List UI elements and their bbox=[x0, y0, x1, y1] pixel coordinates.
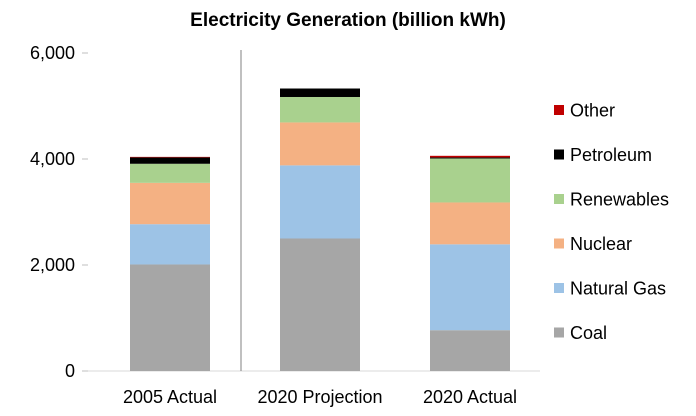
axis-layer: 0 2,000 4,000 6,000 2005 Actual 2020 Projecti… bbox=[30, 43, 540, 407]
legend-item: Other bbox=[554, 101, 615, 121]
bar-segment bbox=[130, 264, 210, 371]
bar-segment bbox=[130, 163, 210, 183]
bar-segment bbox=[130, 157, 210, 164]
y-tick-label: 0 bbox=[65, 361, 75, 381]
bar-segment bbox=[280, 238, 360, 371]
legend-label: Coal bbox=[570, 323, 607, 343]
legend-label: Petroleum bbox=[570, 145, 652, 165]
bar-segment bbox=[130, 224, 210, 265]
bar-segment bbox=[280, 165, 360, 239]
legend-item: Renewables bbox=[554, 190, 669, 210]
bar-segment bbox=[280, 96, 360, 123]
legend-label: Other bbox=[570, 101, 615, 121]
bar-segment bbox=[430, 202, 510, 245]
bar-segment bbox=[280, 88, 360, 97]
x-tick-label: 2020 Actual bbox=[423, 387, 517, 407]
legend-swatch bbox=[554, 283, 564, 293]
x-tick-label: 2005 Actual bbox=[123, 387, 217, 407]
legend-swatch bbox=[554, 238, 564, 249]
bar-stack bbox=[280, 88, 360, 371]
legend-item: Coal bbox=[554, 323, 607, 343]
legend-label: Natural Gas bbox=[570, 279, 666, 299]
bar-segment bbox=[430, 155, 510, 158]
legend-swatch bbox=[554, 149, 564, 160]
bar-stack bbox=[430, 155, 510, 371]
bar-segment bbox=[280, 122, 360, 166]
legend-item: Petroleum bbox=[554, 145, 652, 165]
y-tick-label: 2,000 bbox=[30, 255, 75, 275]
y-tick-label: 6,000 bbox=[30, 43, 75, 63]
legend-item: Natural Gas bbox=[554, 279, 666, 299]
chart-title: Electricity Generation (billion kWh) bbox=[190, 10, 506, 31]
x-tick-label: 2020 Projection bbox=[257, 387, 382, 407]
legend-swatch bbox=[554, 105, 564, 115]
bar-stack bbox=[130, 156, 210, 371]
legend: Other Petroleum Renewables Nuclear Natural G… bbox=[554, 101, 669, 343]
bar-segment bbox=[130, 156, 210, 158]
bar-segment bbox=[130, 182, 210, 225]
bar-segment bbox=[430, 157, 510, 159]
bar-segment bbox=[430, 158, 510, 203]
legend-swatch bbox=[554, 327, 564, 338]
legend-item: Nuclear bbox=[554, 234, 632, 254]
bars-layer bbox=[130, 88, 510, 371]
bar-segment bbox=[430, 244, 510, 331]
bar-segment bbox=[430, 330, 510, 371]
y-tick-label: 4,000 bbox=[30, 149, 75, 169]
legend-label: Renewables bbox=[570, 190, 669, 210]
legend-swatch bbox=[554, 194, 564, 204]
legend-label: Nuclear bbox=[570, 234, 632, 254]
